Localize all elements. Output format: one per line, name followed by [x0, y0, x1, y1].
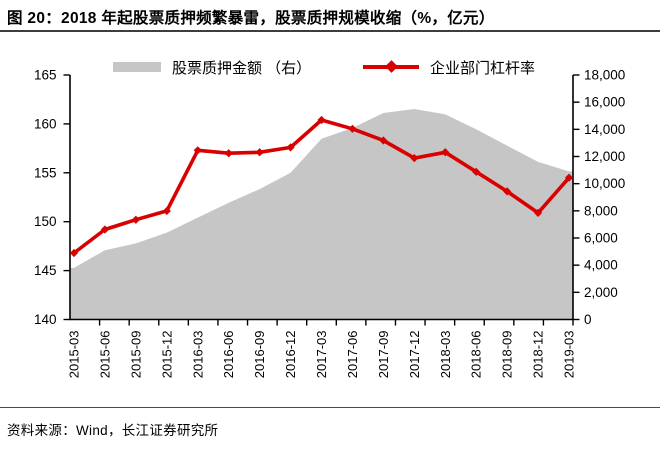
x-axis-tick-label: 2016-12 [283, 331, 298, 379]
line-marker [564, 173, 574, 182]
line-marker [317, 115, 326, 125]
x-axis-tick-label: 2016-06 [221, 331, 236, 379]
x-axis-tick-label: 2017-06 [345, 331, 360, 379]
x-axis-tick-label: 2018-12 [531, 331, 546, 379]
x-axis-tick-label: 2017-03 [314, 331, 329, 379]
x-axis-tick-label: 2017-12 [407, 331, 422, 379]
x-axis-tick-label: 2015-09 [128, 331, 143, 379]
line-marker [441, 148, 450, 157]
title-rule [0, 30, 660, 32]
right-axis-tick-label: 16,000 [584, 95, 625, 110]
right-axis-tick-label: 6,000 [584, 231, 618, 246]
right-axis-tick-label: 12,000 [584, 149, 625, 164]
chart-legend: 股票质押金额 （右） 企业部门杠杆率 [0, 57, 660, 77]
line-marker [348, 124, 357, 133]
figure-title: 图 20：2018 年起股票质押频繁暴雷，股票质押规模收缩（%，亿元） [7, 10, 495, 27]
left-axis-tick-label: 140 [34, 312, 57, 327]
left-axis-tick-label: 165 [34, 68, 57, 83]
x-axis-tick-label: 2015-06 [97, 331, 112, 379]
x-axis-tick-label: 2016-03 [190, 331, 205, 379]
left-axis-tick-label: 160 [34, 116, 57, 131]
x-axis-tick-label: 2017-09 [376, 331, 391, 379]
line-marker [131, 215, 140, 224]
line-swatch-icon [363, 60, 419, 73]
legend-item-pledge-amount: 股票质押金额 （右） [113, 57, 311, 77]
area-series-pledge-amount [70, 109, 573, 320]
right-axis-tick-label: 8,000 [584, 203, 618, 218]
line-marker [162, 206, 171, 216]
x-axis-tick-label: 2018-03 [438, 331, 453, 379]
area-swatch-icon [113, 62, 161, 72]
line-marker [410, 154, 419, 163]
footer-rule [0, 407, 660, 408]
left-axis-tick-label: 155 [34, 165, 57, 180]
legend-label-pledge-amount: 股票质押金额 （右） [172, 59, 312, 77]
right-axis-tick-label: 0 [584, 312, 592, 327]
line-marker [255, 148, 264, 157]
chart-plot: 165 160 155 150 145 140 18,000 16,000 14,000 12,0… [34, 68, 625, 379]
line-marker [379, 136, 388, 145]
line-marker [100, 225, 110, 234]
right-axis-tick-label: 18,000 [584, 68, 625, 83]
legend-item-leverage: 企业部门杠杆率 [363, 57, 535, 77]
x-axis-tick-label: 2015-12 [159, 331, 174, 379]
source-note: 资料来源：Wind，长江证券研究所 [7, 423, 219, 438]
line-marker [472, 167, 481, 176]
x-axis-tick-label: 2016-09 [252, 331, 267, 379]
left-axis-tick-label: 150 [34, 214, 57, 229]
right-axis-tick-label: 14,000 [584, 122, 625, 137]
x-axis-tick-label: 2018-06 [469, 331, 484, 379]
left-axis-tick-label: 145 [34, 263, 57, 278]
line-marker [69, 248, 79, 258]
x-axis-tick-label: 2015-03 [67, 331, 82, 379]
line-marker [224, 149, 233, 158]
legend-label-leverage: 企业部门杠杆率 [430, 59, 536, 77]
x-axis-tick-label: 2018-09 [500, 331, 515, 379]
right-axis-tick-label: 10,000 [584, 176, 625, 191]
line-marker [286, 143, 295, 152]
line-marker [193, 146, 202, 155]
right-axis-tick-label: 4,000 [584, 258, 618, 273]
right-axis-tick-label: 2,000 [584, 285, 618, 300]
x-axis-tick-label: 2019-03 [562, 331, 577, 379]
line-marker [533, 208, 543, 217]
axis-frame [69, 75, 574, 321]
line-marker [503, 187, 512, 196]
